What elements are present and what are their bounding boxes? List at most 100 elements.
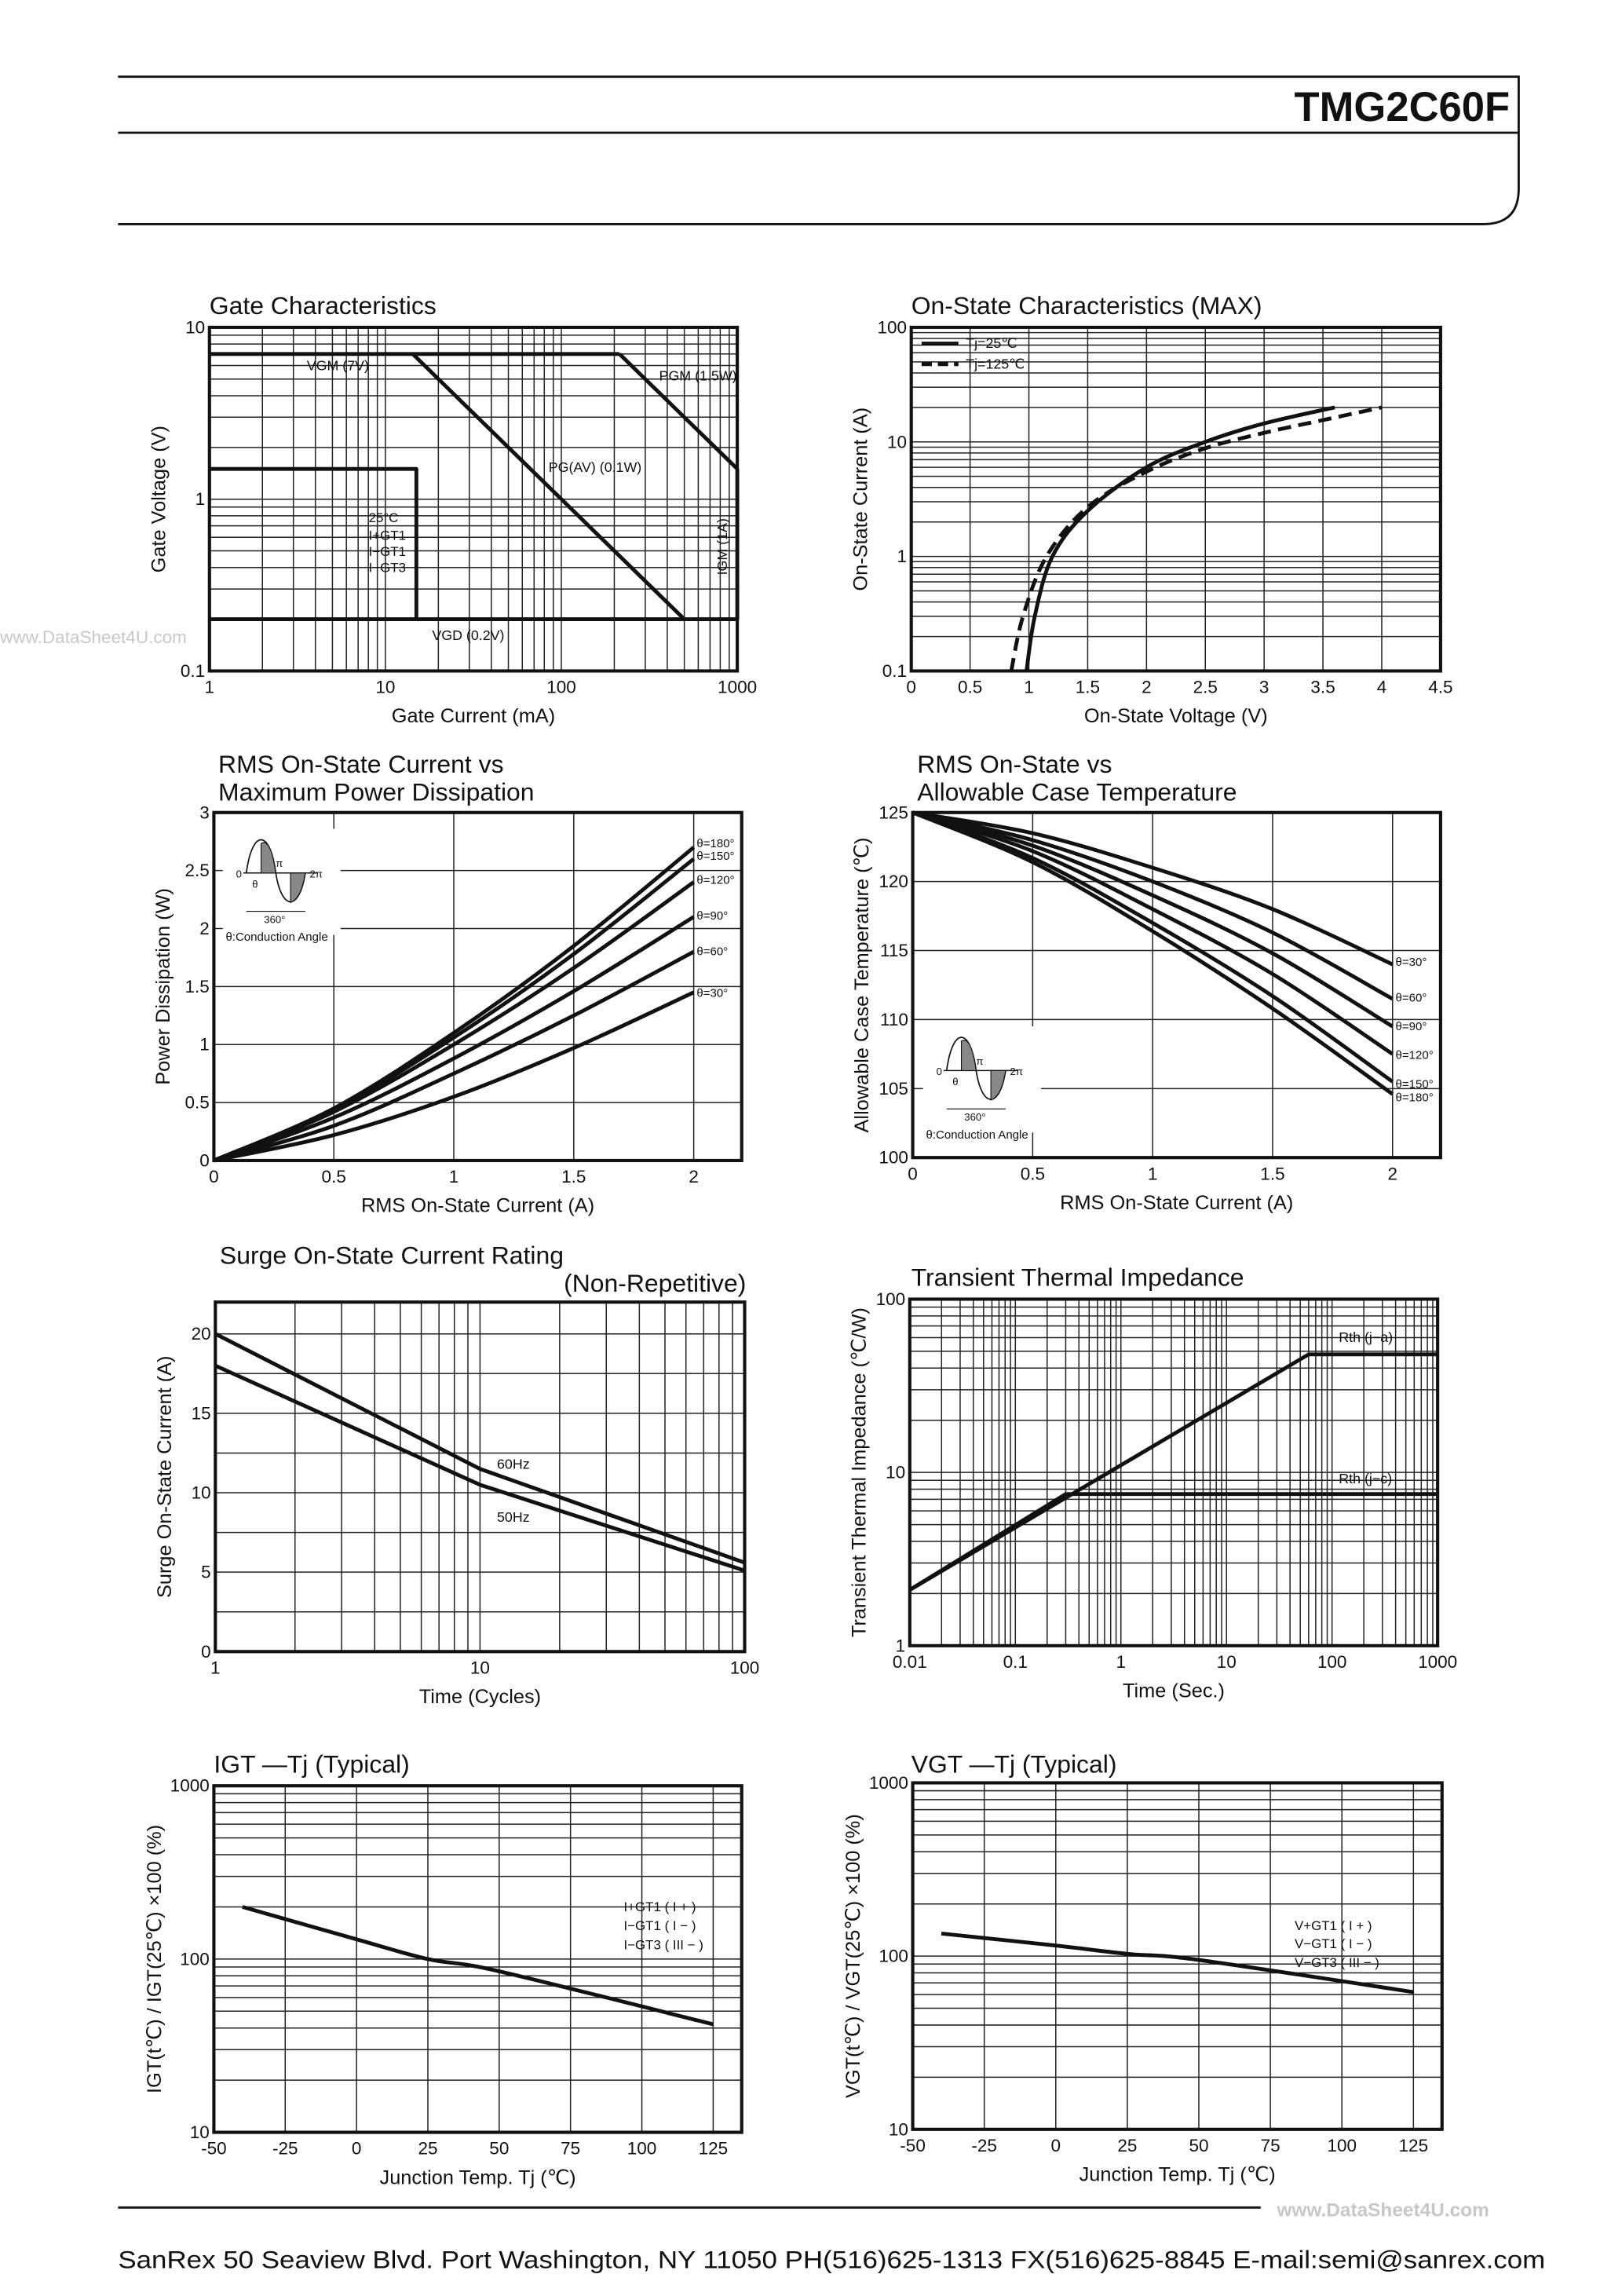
x-tick-label: 1	[449, 1167, 459, 1186]
plot-frame	[911, 810, 1442, 1160]
chart-7: IGT —Tj (Typical) -50 -25 0 25 50 75 100 125 10 10…	[144, 1749, 743, 2188]
x-axis-label: Gate Current (mA)	[392, 705, 555, 727]
x-axis-label: On-State Voltage (V)	[1084, 705, 1268, 727]
series-label: θ=120°	[1396, 1049, 1434, 1062]
chart-title: Surge On-State Current Rating	[220, 1241, 564, 1269]
inset-background	[922, 1026, 1041, 1133]
x-tick-label: 100	[627, 2139, 657, 2159]
series-label: θ=180°	[696, 837, 734, 850]
y-tick-label: 10	[190, 2122, 210, 2142]
legend-label: I+GT1 ( I + )	[623, 1899, 696, 1914]
annotation: I+GT1	[369, 528, 406, 543]
x-tick-label: 1000	[1418, 1652, 1457, 1672]
series-line	[908, 1492, 1438, 1592]
chart-title: On-State Characteristics (MAX)	[911, 291, 1262, 320]
y-axis-label: Gate Voltage (V)	[148, 426, 170, 572]
x-tick-label: 4.5	[1428, 678, 1452, 697]
legend-label: I−GT3 ( III − )	[623, 1938, 703, 1953]
chart-title: IGT —Tj (Typical)	[214, 1749, 409, 1778]
x-tick-label: 10	[1217, 1652, 1237, 1672]
chart-title: Gate Characteristics	[210, 291, 437, 320]
x-tick-label: 0	[906, 678, 916, 697]
chart-title: RMS On-State vs	[917, 750, 1112, 778]
series-line	[912, 810, 1394, 967]
y-tick-label: 0.5	[184, 1093, 209, 1113]
y-tick-label: 100	[180, 1949, 210, 1969]
x-axis-label: Junction Temp. Tj (℃)	[1080, 2164, 1276, 2186]
x-tick-label: 75	[561, 2139, 580, 2159]
x-tick-label: 100	[546, 678, 576, 697]
annotation: 25°C	[369, 510, 399, 525]
x-tick-label: 0.5	[322, 1167, 346, 1186]
y-tick-label: 1	[897, 547, 908, 566]
inset-label: 2π	[309, 868, 322, 879]
y-axis-label: Allowable Case Temperature (℃)	[851, 838, 873, 1133]
plot-frame	[212, 1784, 743, 2134]
y-tick-label: 0	[199, 1150, 210, 1170]
y-tick-label: 0	[201, 1642, 211, 1662]
x-tick-label: 75	[1261, 2136, 1280, 2155]
watermark-left: www.DataSheet4U.com	[0, 627, 187, 647]
y-axis-label: On-State Current (A)	[849, 408, 871, 591]
header: TMG2C60F	[118, 75, 1520, 225]
chart-2: On-State Characteristics (MAX) 0 0.5 1 1.5 2 2…	[849, 291, 1452, 727]
series-label: 50Hz	[497, 1509, 530, 1525]
y-tick-label: 120	[879, 872, 908, 891]
y-tick-label: 115	[880, 941, 908, 960]
series-label: θ=90°	[1396, 1020, 1427, 1033]
x-axis-label: Junction Temp. Tj (℃)	[380, 2166, 576, 2188]
y-tick-label: 10	[889, 2119, 908, 2139]
part-number: TMG2C60F	[1295, 84, 1511, 130]
x-tick-label: -25	[272, 2139, 298, 2159]
x-tick-label: 3	[1259, 678, 1269, 697]
series-label: θ=30°	[696, 986, 728, 1000]
plot-frame	[909, 325, 1442, 673]
series-label: VGD (0.2V)	[432, 627, 504, 643]
series-label: θ=180°	[1396, 1091, 1434, 1105]
inset-label: θ	[252, 879, 258, 890]
x-tick-label: 1	[1148, 1164, 1158, 1183]
legend-label: I−GT1 ( I − )	[623, 1918, 696, 1933]
series-line	[908, 1352, 1438, 1592]
series-line	[941, 1931, 1414, 1994]
series-line	[911, 810, 1394, 1084]
inset-caption: θ:Conduction Angle	[225, 930, 327, 944]
inset-label: 2π	[1010, 1066, 1023, 1077]
chart-5: Surge On-State Current Rating(Non-Repeti…	[154, 1241, 759, 1708]
y-tick-label: 0.1	[882, 661, 907, 681]
chart-title: (Non-Repetitive)	[564, 1269, 746, 1297]
x-tick-label: 2	[1142, 678, 1152, 697]
inset-caption: θ:Conduction Angle	[926, 1128, 1028, 1142]
y-tick-label: 15	[192, 1403, 211, 1423]
y-tick-label: 2	[199, 919, 210, 938]
annotation: I−GT1	[369, 544, 406, 559]
x-axis-label: RMS On-State Current (A)	[1060, 1192, 1293, 1214]
inset-label: 0	[937, 1066, 942, 1077]
series-line	[912, 810, 1394, 1001]
series-line	[213, 915, 695, 1163]
series-label: PG(AV) (0.1W)	[549, 459, 642, 475]
x-tick-label: 50	[1189, 2136, 1208, 2155]
x-tick-label: 0	[209, 1167, 219, 1186]
x-tick-label: 100	[730, 1658, 760, 1677]
x-tick-label: 1.5	[1260, 1164, 1284, 1183]
header-frame	[118, 75, 1520, 225]
x-axis-label: RMS On-State Current (A)	[361, 1195, 594, 1217]
x-tick-label: 0	[352, 2139, 362, 2159]
y-tick-label: 100	[876, 1289, 906, 1309]
inset-label: π	[276, 857, 283, 869]
y-tick-label: 0.1	[181, 661, 205, 681]
x-tick-label: -50	[201, 2139, 227, 2159]
x-tick-label: 25	[1117, 2136, 1137, 2155]
y-tick-label: 10	[887, 432, 907, 452]
y-tick-label: 100	[879, 1148, 908, 1168]
footer: www.DataSheet4U.com SanRex 50 Seaview Bl…	[118, 2200, 1545, 2274]
x-tick-label: 0.01	[893, 1652, 927, 1672]
x-tick-label: 1.5	[561, 1167, 586, 1186]
legend-label: V+GT1 ( I + )	[1295, 1918, 1372, 1933]
inset-label: 360°	[964, 1111, 985, 1123]
chart-title: VGT —Tj (Typical)	[911, 1749, 1117, 1778]
x-tick-label: 100	[1327, 2136, 1357, 2155]
